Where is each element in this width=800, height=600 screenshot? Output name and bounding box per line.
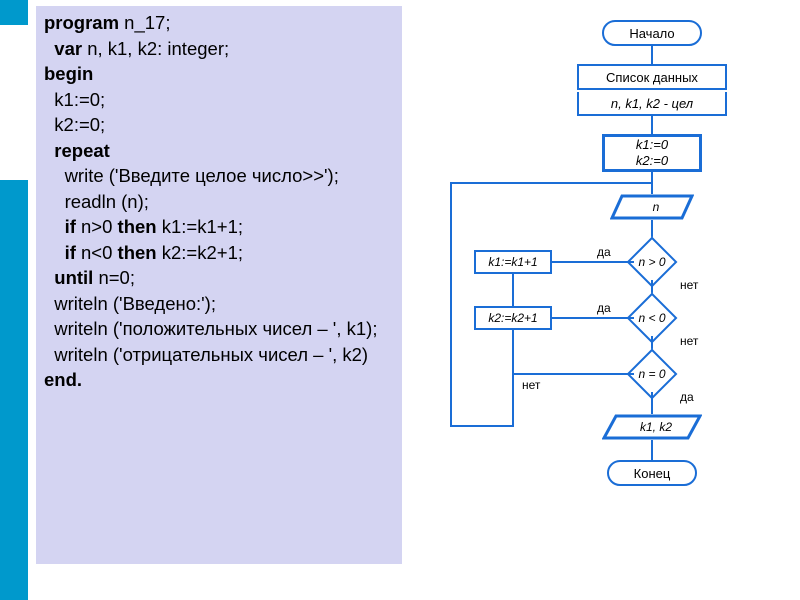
input-n-label: n [653, 200, 660, 214]
vars-label: n, k1, k2 - цел [611, 96, 693, 111]
flowchart: Начало Список данных n, k1, k2 - цел k1:… [402, 0, 800, 600]
connector [651, 46, 653, 64]
connector [552, 261, 634, 263]
node-vars: n, k1, k2 - цел [577, 92, 727, 116]
node-output: k1, k2 [602, 414, 702, 440]
yes-label-2: да [597, 301, 611, 315]
connector [512, 373, 552, 375]
node-cond-n-lt-0: n < 0 [634, 300, 670, 336]
no-label-3: нет [522, 378, 540, 392]
code-panel: program n_17; var n, k1, k2: integer; be… [36, 6, 402, 564]
end-label: Конец [634, 466, 671, 481]
no-label-2: нет [680, 334, 698, 348]
connector [651, 116, 653, 134]
node-end: Конец [607, 460, 697, 486]
data-list-label: Список данных [606, 70, 698, 85]
connector [450, 182, 452, 427]
node-start: Начало [602, 20, 702, 46]
left-bar-gap [0, 25, 28, 180]
cond3-label: n = 0 [638, 367, 665, 381]
connector [651, 440, 653, 460]
yes-label-3: да [680, 390, 694, 404]
connector [552, 317, 634, 319]
cond2-label: n < 0 [638, 311, 665, 325]
connector [512, 373, 514, 427]
yes-label-1: да [597, 245, 611, 259]
output-label: k1, k2 [640, 420, 672, 434]
node-data-list: Список данных [577, 64, 727, 90]
node-k1-inc: k1:=k1+1 [474, 250, 552, 274]
init-label: k1:=0 k2:=0 [636, 137, 668, 168]
connector [450, 425, 514, 427]
connector [552, 373, 634, 375]
node-cond-n-eq-0: n = 0 [634, 356, 670, 392]
code-text: program n_17; var n, k1, k2: integer; be… [44, 10, 394, 393]
node-init: k1:=0 k2:=0 [602, 134, 702, 172]
node-k2-inc: k2:=k2+1 [474, 306, 552, 330]
node-cond-n-gt-0: n > 0 [634, 244, 670, 280]
node-input-n: n [610, 194, 694, 220]
act1-label: k1:=k1+1 [488, 255, 537, 269]
connector [450, 182, 652, 184]
start-label: Начало [629, 26, 674, 41]
no-label-1: нет [680, 278, 698, 292]
connector [651, 392, 653, 414]
cond1-label: n > 0 [638, 255, 665, 269]
connector [512, 330, 514, 375]
act2-label: k2:=k2+1 [488, 311, 537, 325]
